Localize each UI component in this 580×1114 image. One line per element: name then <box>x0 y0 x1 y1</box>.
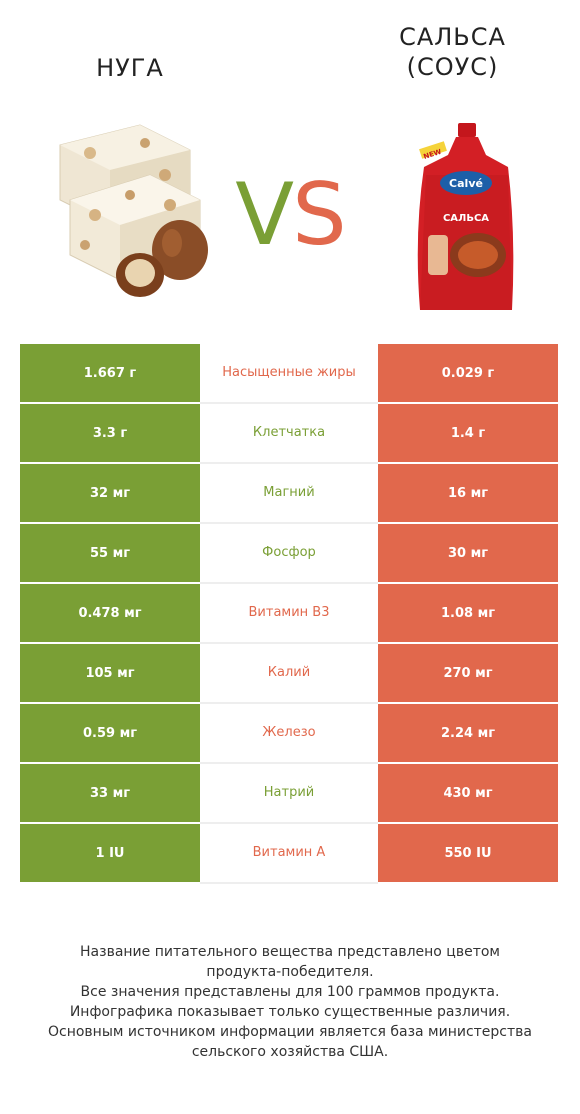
footer-line: Все значения представлены для 100 граммо… <box>80 984 500 1000</box>
table-row: 1.667 г Насыщенные жиры 0.029 г <box>20 344 558 404</box>
table-row: 3.3 г Клетчатка 1.4 г <box>20 404 558 464</box>
left-value: 1 IU <box>20 824 200 884</box>
footer-line: Инфографика показывает только существенн… <box>69 1004 511 1020</box>
table-row: 105 мг Калий 270 мг <box>20 644 558 704</box>
pouch-label: САЛЬСА <box>443 213 489 224</box>
footer-note: Название питательного вещества представл… <box>10 942 570 1062</box>
right-value: 0.029 г <box>377 344 558 404</box>
footer-line: сельского хозяйства США. <box>191 1044 389 1060</box>
table-row: 32 мг Магний 16 мг <box>20 464 558 524</box>
table-row: 1 IU Витамин A 550 IU <box>20 824 558 884</box>
nutrient-name: Витамин B3 <box>200 584 378 644</box>
left-value: 0.478 мг <box>20 584 200 644</box>
table-row: 0.478 мг Витамин B3 1.08 мг <box>20 584 558 644</box>
left-value: 33 мг <box>20 764 200 824</box>
left-value: 32 мг <box>20 464 200 524</box>
nutrient-name: Клетчатка <box>200 404 378 464</box>
right-value: 270 мг <box>377 644 558 704</box>
nutrient-name: Насыщенные жиры <box>200 344 378 404</box>
right-value: 1.4 г <box>377 404 558 464</box>
right-product-title: САЛЬСА (СОУС) <box>350 22 555 82</box>
right-value: 2.24 мг <box>377 704 558 764</box>
nutrient-name: Железо <box>200 704 378 764</box>
right-value: 1.08 мг <box>377 584 558 644</box>
left-product-title: НУГА <box>96 54 164 82</box>
table-row: 33 мг Натрий 430 мг <box>20 764 558 824</box>
right-value: 430 мг <box>377 764 558 824</box>
comparison-table: 1.667 г Насыщенные жиры 0.029 г 3.3 г Клетча… <box>20 344 558 884</box>
footer-line: Название питательного вещества представл… <box>80 944 500 960</box>
footer-line: Основным источником информации является … <box>48 1024 532 1040</box>
right-title-line2: (СОУС) <box>406 53 499 81</box>
table-row: 55 мг Фосфор 30 мг <box>20 524 558 584</box>
brand-logo-text: Calvé <box>449 177 483 190</box>
nougat-image <box>59 124 208 297</box>
nutrient-name: Витамин A <box>200 824 378 884</box>
nutrient-name: Фосфор <box>200 524 378 584</box>
nutrient-name: Калий <box>200 644 378 704</box>
left-value: 0.59 мг <box>20 704 200 764</box>
table-row: 0.59 мг Железо 2.24 мг <box>20 704 558 764</box>
left-value: 105 мг <box>20 644 200 704</box>
right-value: 550 IU <box>377 824 558 884</box>
footer-line: продукта-победителя. <box>206 964 374 980</box>
left-value: 1.667 г <box>20 344 200 404</box>
right-value: 30 мг <box>377 524 558 584</box>
vs-label: VS <box>235 165 346 265</box>
salsa-pouch-image: NEW Calvé САЛЬСА <box>417 123 514 310</box>
right-title-line1: САЛЬСА <box>399 23 506 51</box>
right-value: 16 мг <box>377 464 558 524</box>
nutrient-name: Натрий <box>200 764 378 824</box>
left-value: 3.3 г <box>20 404 200 464</box>
nutrient-name: Магний <box>200 464 378 524</box>
left-value: 55 мг <box>20 524 200 584</box>
